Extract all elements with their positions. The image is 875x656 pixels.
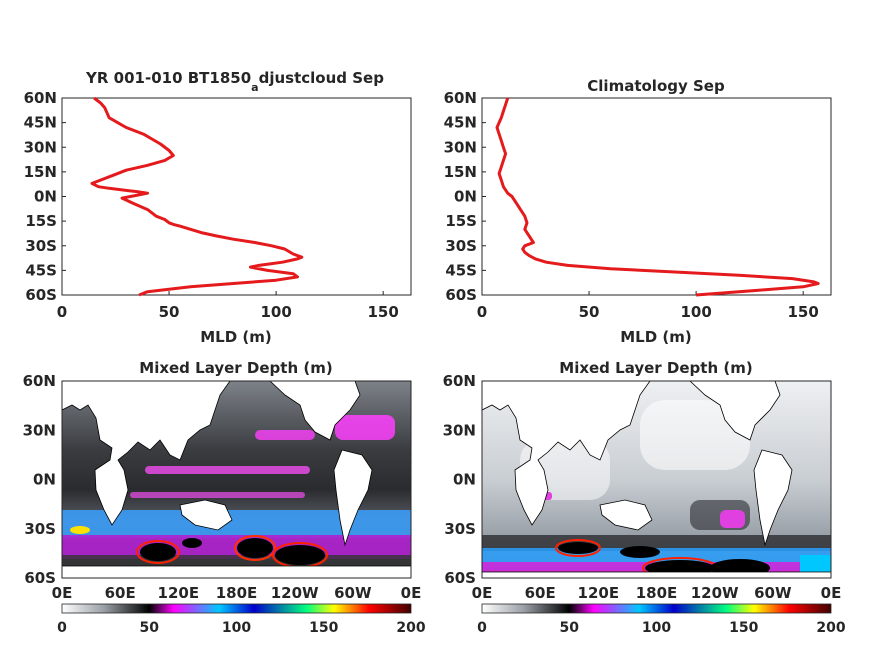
map-y-tick-label: 30N bbox=[23, 421, 56, 439]
y-tick-label: 30N bbox=[444, 138, 477, 156]
y-tick-label: 30S bbox=[445, 237, 477, 255]
map-x-tick-label: 0E bbox=[52, 584, 73, 602]
map-panel-right: Mixed Layer Depth (m) bbox=[443, 359, 846, 636]
profile-panel-left: YR 001-010 BT1850adjustcloud Sep 60N 45N 3… bbox=[24, 69, 412, 346]
colorbar-left bbox=[61, 603, 412, 614]
x-tick-label: 150 bbox=[368, 303, 399, 321]
map-y-tick-labels-left: 60N 30N 0N 30S 60S bbox=[23, 372, 56, 587]
map-frame-left bbox=[61, 380, 412, 579]
map-title-right: Mixed Layer Depth (m) bbox=[559, 359, 752, 377]
mld-profile-line-right bbox=[495, 97, 820, 297]
colorbar-tick-label: 0 bbox=[477, 620, 487, 636]
map-y-tick-label: 0N bbox=[33, 471, 56, 489]
x-tick-labels-left: 0 50 100 150 bbox=[57, 291, 399, 321]
map-x-tick-label: 0E bbox=[401, 584, 422, 602]
map-x-tick-label: 120W bbox=[271, 584, 319, 602]
y-tick-labels-right: 60N 45N 30N 15N 0N 15S 30S 45S 60S bbox=[444, 89, 486, 304]
colorbar-tick-label: 50 bbox=[140, 620, 160, 636]
y-tick-label: 0N bbox=[34, 188, 57, 206]
colorbar-tick-label: 100 bbox=[222, 620, 251, 636]
y-tick-label: 45S bbox=[25, 261, 57, 279]
x-axis-label-right: MLD (m) bbox=[620, 328, 692, 346]
mld-field-right bbox=[482, 381, 831, 578]
map-x-tick-label: 120E bbox=[158, 584, 200, 602]
map-x-tick-label: 180E bbox=[216, 584, 258, 602]
map-y-tick-label: 60S bbox=[24, 569, 56, 587]
colorbar-tick-label: 150 bbox=[729, 620, 758, 636]
y-tick-label: 60S bbox=[445, 286, 477, 304]
y-tick-labels-left: 60N 45N 30N 15N 0N 15S 30S 45S 60S bbox=[24, 89, 66, 304]
map-frame-right bbox=[481, 380, 832, 579]
plot-area-left bbox=[61, 97, 412, 296]
x-tick-label: 0 bbox=[477, 303, 487, 321]
map-x-tick-label: 60E bbox=[525, 584, 556, 602]
x-tick-label: 100 bbox=[260, 303, 291, 321]
colorbar-right bbox=[481, 603, 832, 614]
colorbar-tick-label: 0 bbox=[57, 620, 67, 636]
x-tick-label: 0 bbox=[57, 303, 67, 321]
plot-area-right bbox=[481, 97, 832, 296]
y-tick-label: 15S bbox=[445, 212, 477, 230]
map-y-tick-label: 60S bbox=[444, 569, 476, 587]
mld-field-left bbox=[62, 381, 411, 578]
y-tick-label: 30S bbox=[25, 237, 57, 255]
map-y-tick-labels-right: 60N 30N 0N 30S 60S bbox=[443, 372, 476, 587]
map-y-tick-label: 60N bbox=[443, 372, 476, 390]
map-y-tick-label: 0N bbox=[453, 471, 476, 489]
map-x-tick-labels-right: 0E 60E 120E 180E 120W 60W 0E bbox=[472, 584, 842, 602]
profile-panel-right: Climatology Sep 60N45N30N15N0N15S30S45S6… bbox=[444, 77, 832, 346]
map-x-tick-label: 0E bbox=[472, 584, 493, 602]
map-x-tick-labels-left: 0E 60E 120E 180E 120W 60W 0E bbox=[52, 584, 422, 602]
colorbar-tick-label: 200 bbox=[816, 620, 845, 636]
y-tick-label: 60S bbox=[25, 286, 57, 304]
map-x-tick-label: 120W bbox=[691, 584, 739, 602]
map-x-tick-label: 0E bbox=[821, 584, 842, 602]
y-tick-label: 60N bbox=[24, 89, 57, 107]
y-tick-label: 45S bbox=[445, 261, 477, 279]
map-x-tick-label: 60E bbox=[105, 584, 136, 602]
y-tick-label: 60N bbox=[444, 89, 477, 107]
x-tick-label: 100 bbox=[680, 303, 711, 321]
y-tick-label: 15N bbox=[24, 163, 57, 181]
map-title-left: Mixed Layer Depth (m) bbox=[139, 359, 332, 377]
map-x-tick-label: 120E bbox=[578, 584, 620, 602]
map-x-tick-label: 60W bbox=[754, 584, 792, 602]
colorbar-tick-labels-left: 0 50 100 150 200 bbox=[57, 620, 426, 636]
map-x-tick-label: 180E bbox=[636, 584, 678, 602]
panel-title-right: Climatology Sep bbox=[587, 77, 725, 95]
map-x-tick-label: 60W bbox=[334, 584, 372, 602]
map-y-tick-label: 30S bbox=[24, 520, 56, 538]
colorbar-tick-label: 50 bbox=[560, 620, 580, 636]
mld-profile-line-left bbox=[90, 96, 304, 297]
y-tick-label: 15N bbox=[444, 163, 477, 181]
panel-title-left: YR 001-010 BT1850adjustcloud Sep bbox=[85, 69, 384, 94]
y-tick-label: 30N bbox=[24, 138, 57, 156]
colorbar-tick-labels-right: 0 50 100 150 200 bbox=[477, 620, 846, 636]
map-y-tick-label: 60N bbox=[23, 372, 56, 390]
x-tick-label: 50 bbox=[159, 303, 180, 321]
x-tick-label: 150 bbox=[788, 303, 819, 321]
y-tick-label: 45N bbox=[24, 114, 57, 132]
x-tick-labels-right: 0 50 100 150 bbox=[477, 291, 819, 321]
colorbar-tick-label: 200 bbox=[396, 620, 425, 636]
y-tick-label: 0N bbox=[454, 188, 477, 206]
colorbar-tick-label: 150 bbox=[309, 620, 338, 636]
x-tick-label: 50 bbox=[579, 303, 600, 321]
colorbar-tick-label: 100 bbox=[642, 620, 671, 636]
y-tick-label: 45N bbox=[444, 114, 477, 132]
map-y-tick-label: 30N bbox=[443, 421, 476, 439]
y-tick-label: 15S bbox=[25, 212, 57, 230]
map-panel-left: Mixed Layer Depth (m) bbox=[23, 359, 426, 636]
map-y-tick-label: 30S bbox=[444, 520, 476, 538]
x-axis-label-left: MLD (m) bbox=[200, 328, 272, 346]
